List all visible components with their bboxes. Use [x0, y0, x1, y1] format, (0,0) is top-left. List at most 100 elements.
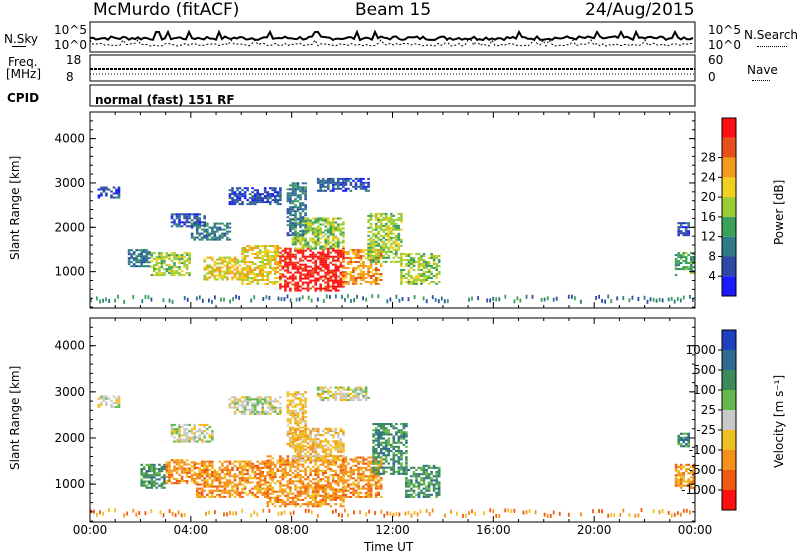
heatmap-cell: [274, 269, 277, 271]
heatmap-cell: [405, 485, 408, 488]
heatmap-cell: [367, 177, 370, 180]
heatmap-cell: [241, 479, 244, 482]
heatmap-cell: [241, 471, 244, 474]
heatmap-cell: [304, 459, 307, 462]
heatmap-cell: [397, 216, 401, 219]
heatmap-cell: [392, 470, 396, 473]
heatmap-cell: [342, 466, 345, 469]
heatmap-cell: [304, 486, 307, 489]
heatmap-cell: [183, 461, 186, 464]
heatmap-cell: [362, 277, 365, 279]
heatmap-cell: [682, 478, 685, 481]
heatmap-cell: [233, 191, 237, 194]
heatmap-cell: [269, 257, 272, 259]
heatmap-cell: [364, 257, 368, 259]
heatmap-cell: [304, 267, 307, 270]
heatmap-cell: [243, 491, 247, 494]
heatmap-cell: [372, 433, 375, 436]
heatmap-cell: [392, 427, 396, 430]
heatmap-cell: [377, 282, 380, 285]
heatmap-cell: [269, 476, 272, 479]
heatmap-cell: [420, 255, 423, 257]
heatmap-cell: [402, 466, 406, 469]
heatmap-cell: [289, 249, 292, 252]
heatmap-cell: [422, 275, 426, 277]
heatmap-cell: [407, 495, 411, 498]
heatmap-cell: [372, 475, 375, 478]
heatmap-cell: [183, 463, 186, 466]
heatmap-cell: [163, 258, 166, 261]
heatmap-cell: [432, 263, 436, 265]
heatmap-cell: [369, 256, 373, 259]
heatmap-cell: [256, 483, 259, 486]
heatmap-cell: [432, 257, 436, 259]
heatmap-cell: [228, 460, 232, 463]
heatmap-cell: [299, 445, 302, 448]
heatmap-cell: [251, 195, 254, 198]
heatmap-cell: [148, 253, 151, 256]
heatmap-cell: [311, 247, 315, 250]
nave-legend-line: [752, 80, 770, 81]
heatmap-cell: [327, 237, 330, 240]
heatmap-cell: [246, 273, 249, 275]
heatmap-cell: [271, 189, 275, 192]
heatmap-cell: [291, 416, 295, 419]
heatmap-cell: [195, 217, 199, 220]
heatmap-cell: [274, 257, 277, 259]
heatmap-cell: [284, 255, 287, 258]
heatmap-cell: [405, 281, 408, 283]
heatmap-region: [405, 464, 441, 498]
heatmap-cell: [294, 234, 297, 237]
heatmap-cell: [150, 463, 154, 466]
heatmap-cell: [687, 438, 690, 441]
heatmap-cell: [379, 450, 383, 453]
heatmap-cell: [228, 230, 232, 233]
heatmap-cell: [435, 491, 438, 494]
heatmap-cell: [390, 423, 393, 426]
heatmap-cell: [195, 228, 199, 231]
heatmap-cell: [392, 472, 396, 475]
heatmap-cell: [430, 281, 433, 283]
heatmap-cell: [430, 267, 433, 269]
heatmap-cell: [359, 388, 363, 391]
heatmap-cell: [415, 261, 418, 263]
heatmap-cell: [203, 221, 206, 224]
heatmap-cell: [397, 256, 401, 259]
heatmap-cell: [97, 403, 101, 406]
heatmap-cell: [243, 481, 247, 484]
heatmap-cell: [332, 436, 335, 439]
heatmap-cell: [316, 480, 320, 483]
heatmap-cell: [405, 483, 408, 486]
heatmap-cell: [284, 490, 287, 493]
heatmap-cell: [198, 477, 201, 480]
heatmap-cell: [334, 394, 338, 397]
heatmap-cell: [256, 468, 259, 471]
heatmap-cell: [286, 399, 290, 402]
heatmap-cell: [203, 479, 206, 482]
heatmap-cell: [400, 279, 403, 281]
heatmap-cell: [294, 440, 297, 443]
heatmap-cell: [241, 489, 244, 492]
heatmap-cell: [223, 487, 227, 490]
heatmap-cell: [321, 275, 325, 278]
heatmap-cell: [354, 277, 358, 279]
heatmap-cell: [233, 264, 237, 267]
heatmap-region: [150, 252, 191, 277]
heatmap-cell: [347, 483, 350, 486]
heatmap-cell: [337, 275, 340, 278]
heatmap-cell: [304, 221, 307, 224]
heatmap-cell: [384, 466, 388, 469]
heatmap-cell: [319, 255, 322, 258]
heatmap-cell: [316, 469, 320, 472]
heatmap-cell: [306, 478, 310, 481]
heatmap-cell: [327, 496, 330, 499]
heatmap-cell: [306, 488, 310, 491]
heatmap-cell: [294, 285, 297, 288]
ground-scatter-cell: [341, 294, 343, 299]
heatmap-cell: [173, 430, 176, 433]
heatmap-cell: [266, 481, 270, 484]
heatmap-cell: [337, 494, 340, 497]
heatmap-cell: [178, 465, 181, 468]
heatmap-cell: [684, 228, 688, 231]
heatmap-cell: [337, 434, 340, 437]
